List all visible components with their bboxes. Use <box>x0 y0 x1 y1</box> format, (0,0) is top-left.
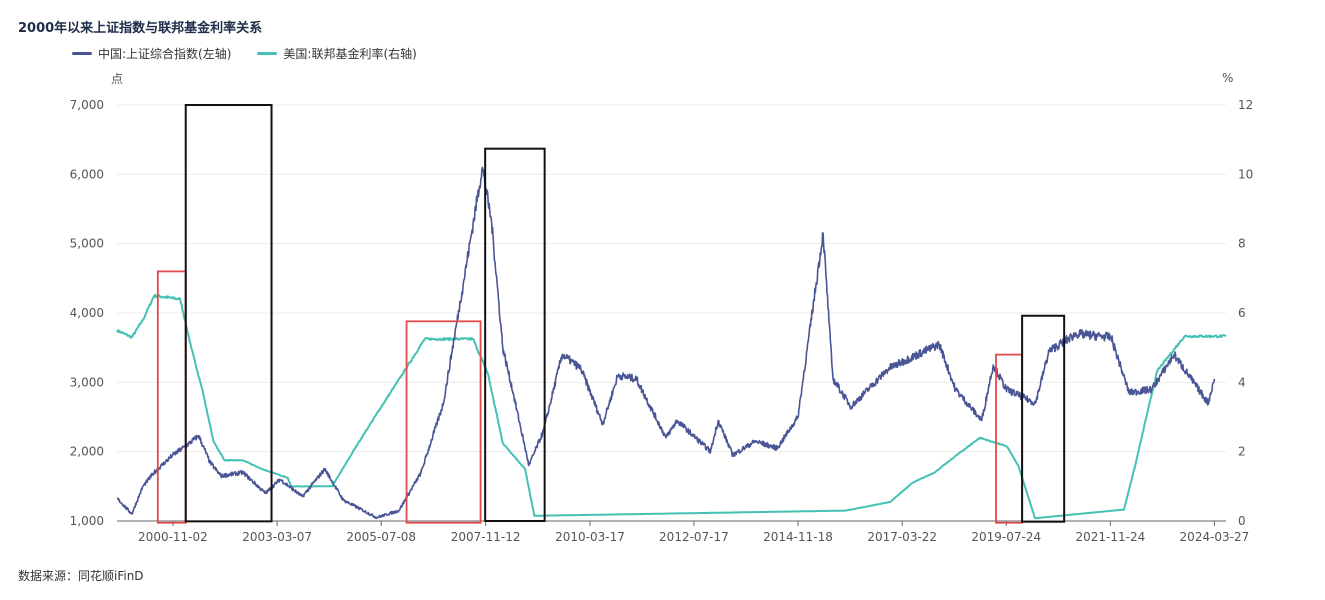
data-source: 数据来源：同花顺iFinD <box>18 569 144 583</box>
y-right-unit: % <box>1222 71 1233 85</box>
chart-title: 2000年以来上证指数与联邦基金利率关系 <box>18 21 263 36</box>
y-right-tick-label: 0 <box>1238 514 1246 528</box>
legend: 中国:上证综合指数(左轴) 美国:联邦基金利率(右轴) <box>72 45 417 62</box>
y-left-tick-label: 6,000 <box>70 167 104 181</box>
x-tick-label: 2010-03-17 <box>555 530 625 544</box>
x-tick-label: 2019-07-24 <box>971 530 1041 544</box>
highlight-box-black <box>1021 314 1066 523</box>
x-tick-label: 2000-11-02 <box>138 530 208 544</box>
y-left-tick-label: 4,000 <box>70 306 104 320</box>
y-left-tick-label: 1,000 <box>70 514 104 528</box>
y-left-tick-label: 3,000 <box>70 375 104 389</box>
highlight-box-black <box>184 104 273 523</box>
legend-item-fedfunds[interactable]: 美国:联邦基金利率(右轴) <box>257 45 417 62</box>
x-tick-label: 2024-03-27 <box>1180 530 1250 544</box>
highlight-box-black <box>484 147 546 522</box>
x-tick-label: 2021-11-24 <box>1075 530 1145 544</box>
y-right-tick-label: 2 <box>1238 445 1246 459</box>
y-right-tick-label: 4 <box>1238 375 1246 389</box>
series-line-shanghai <box>116 166 1216 520</box>
series-line-fedfunds <box>116 293 1227 520</box>
legend-label-fedfunds: 美国:联邦基金利率(右轴) <box>283 47 417 61</box>
y-right-tick-label: 10 <box>1238 167 1253 181</box>
x-tick-label: 2005-07-08 <box>346 530 416 544</box>
x-tick-label: 2017-03-22 <box>867 530 937 544</box>
y-left-tick-label: 5,000 <box>70 237 104 251</box>
x-tick-label: 2003-03-07 <box>242 530 312 544</box>
legend-swatch-shanghai <box>72 52 92 55</box>
legend-item-shanghai[interactable]: 中国:上证综合指数(左轴) <box>72 45 231 62</box>
y-left-tick-label: 2,000 <box>70 445 104 459</box>
y-left-tick-label: 7,000 <box>70 98 104 112</box>
y-right-tick-label: 8 <box>1238 237 1246 251</box>
x-tick-label: 2014-11-18 <box>763 530 833 544</box>
x-tick-label: 2012-07-17 <box>659 530 729 544</box>
y-right-tick-label: 6 <box>1238 306 1246 320</box>
legend-label-shanghai: 中国:上证综合指数(左轴) <box>98 47 232 61</box>
highlight-box-red <box>405 320 482 524</box>
x-tick-label: 2007-11-12 <box>451 530 521 544</box>
legend-swatch-fedfunds <box>257 52 278 55</box>
y-right-tick-label: 12 <box>1238 98 1253 112</box>
y-left-unit: 点 <box>111 72 123 86</box>
